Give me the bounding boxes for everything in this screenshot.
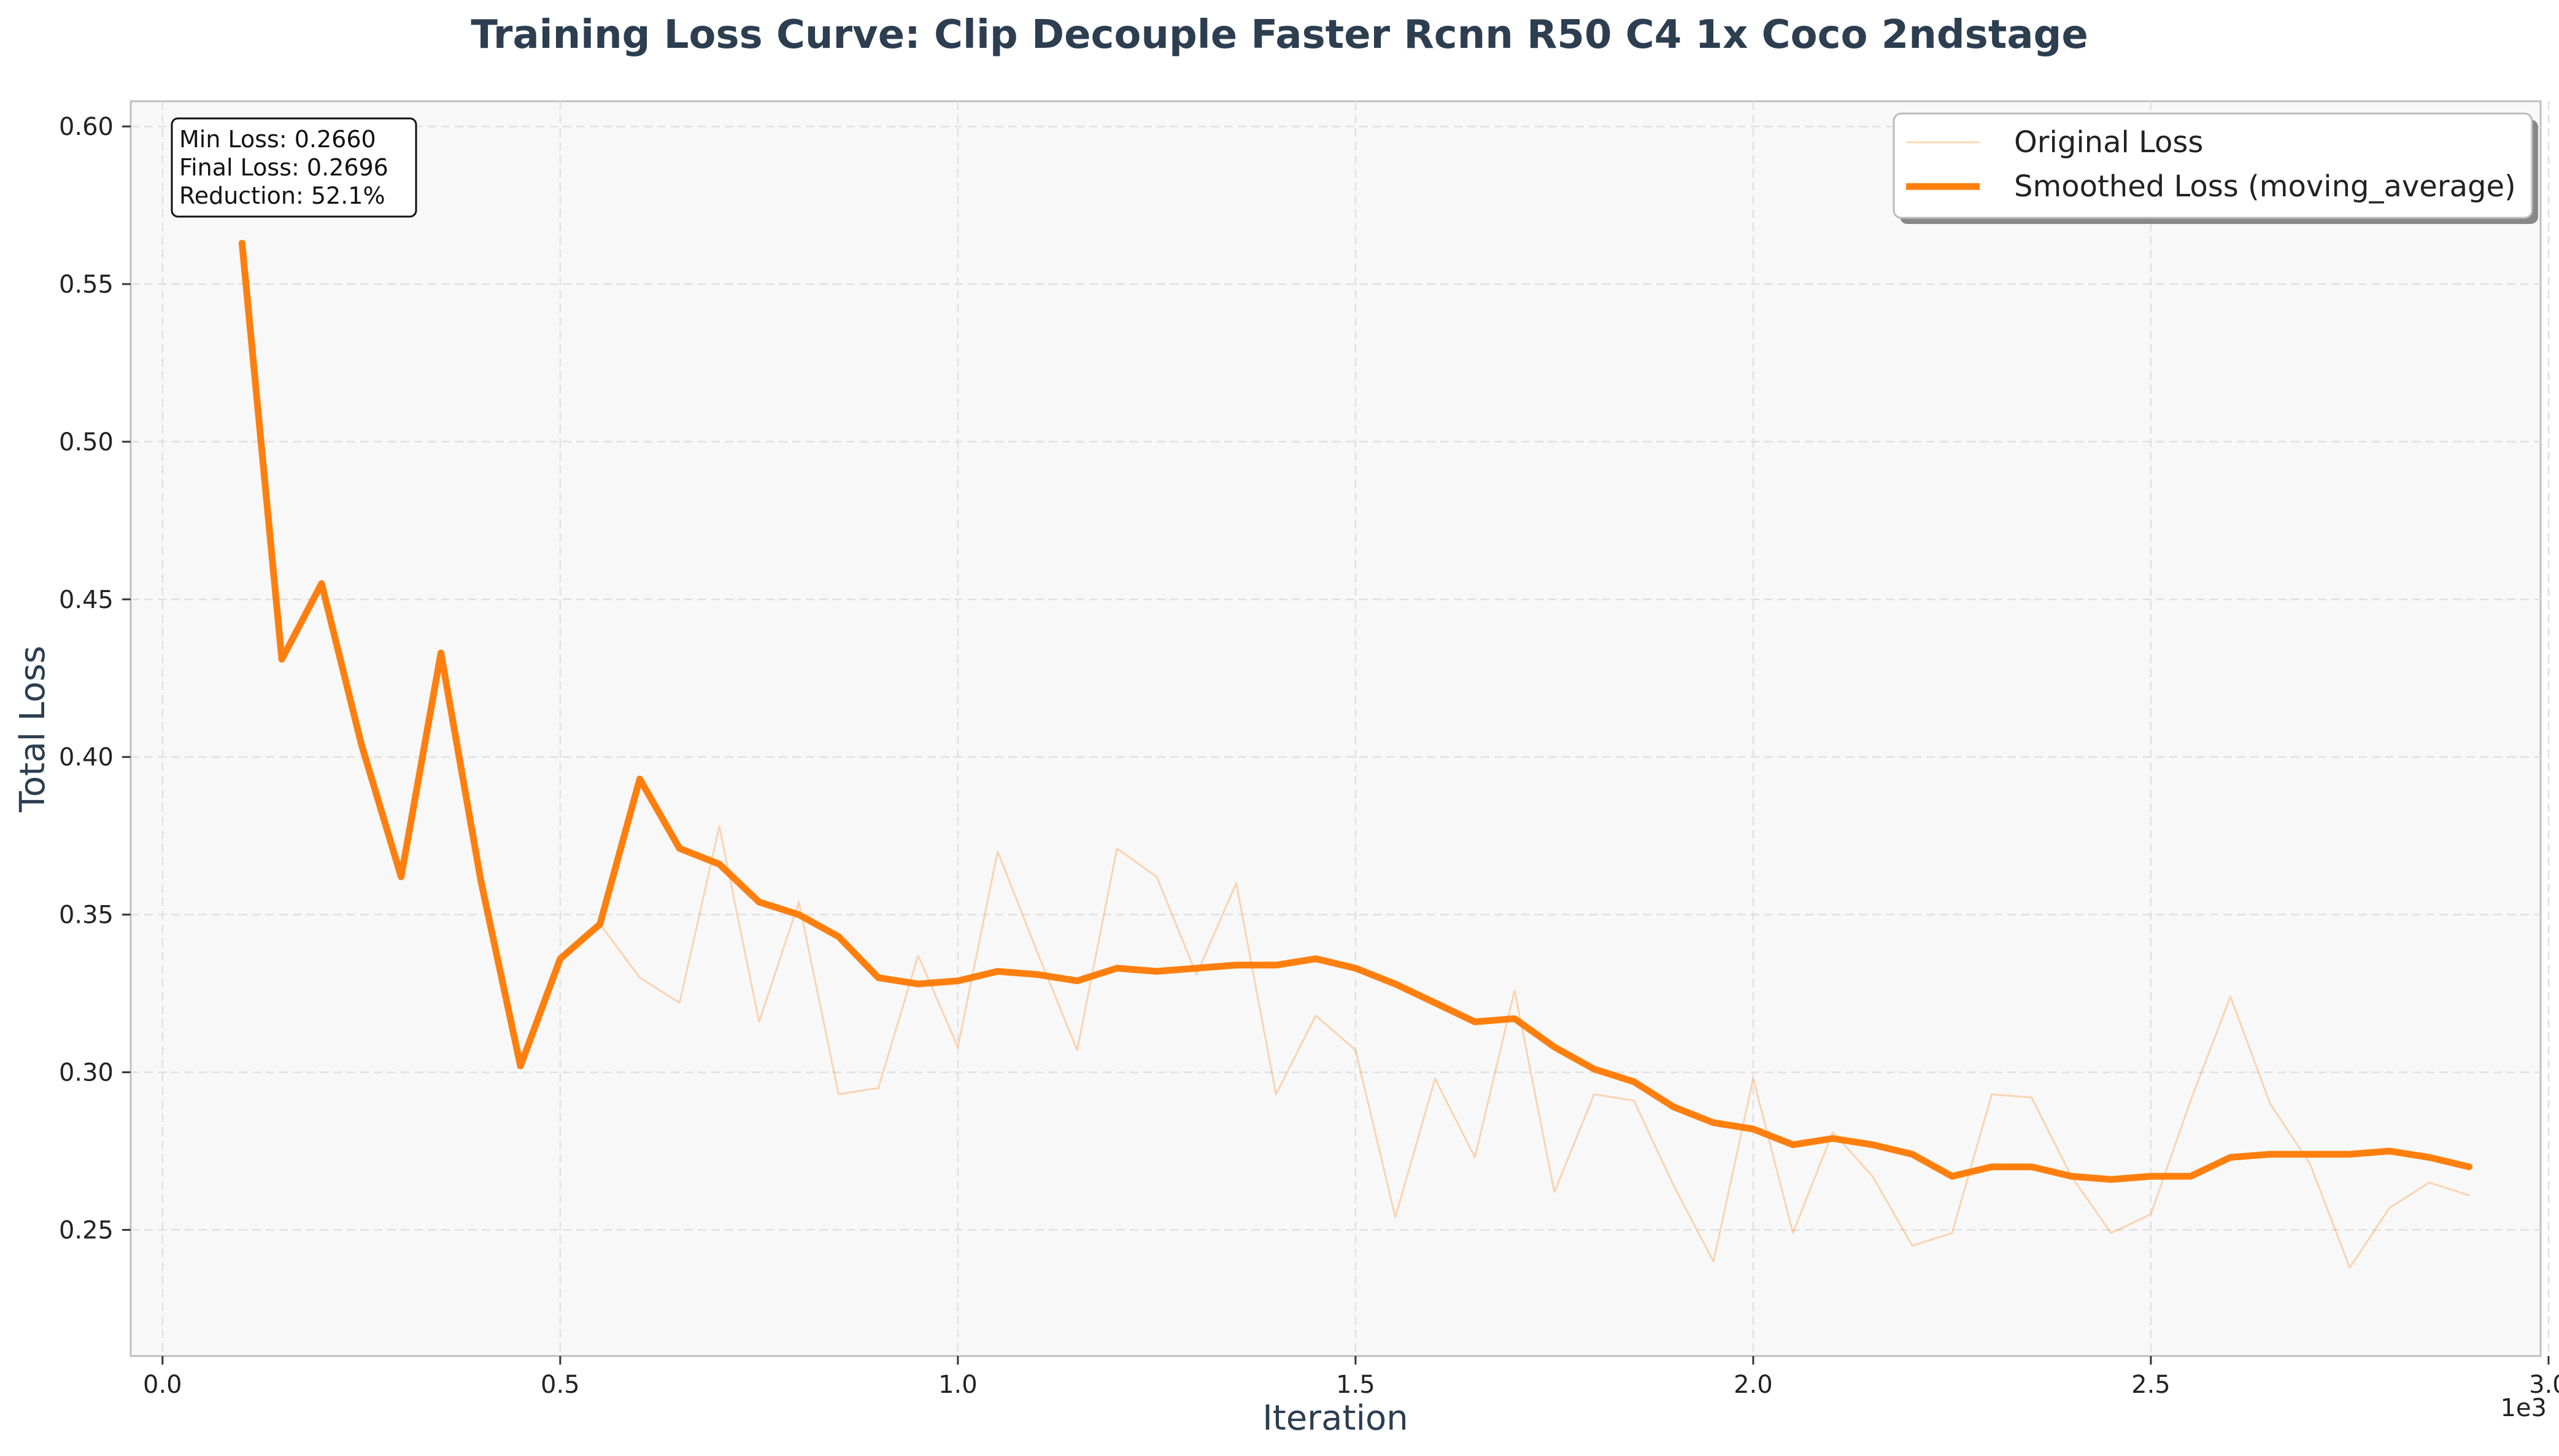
y-tick-label: 0.60 — [59, 113, 114, 141]
y-tick-label: 0.30 — [59, 1059, 114, 1087]
stats-min-loss: Min Loss: 0.2660 — [179, 126, 376, 153]
x-axis-label: Iteration — [1262, 1398, 1408, 1438]
x-tick-label: 0.5 — [541, 1371, 580, 1399]
stats-box: Min Loss: 0.2660 Final Loss: 0.2696 Redu… — [171, 117, 417, 218]
stats-reduction: Reduction: 52.1% — [179, 182, 385, 209]
y-axis-ticks: 0.25 0.30 0.35 0.40 0.45 0.50 0.55 0.60 — [59, 113, 131, 1244]
legend-frame — [1893, 112, 2533, 219]
legend: Original Loss Smoothed Loss (moving_aver… — [1893, 112, 2538, 224]
legend-label-original-loss: Original Loss — [2014, 125, 2203, 160]
y-tick-label: 0.45 — [59, 586, 114, 614]
y-tick-label: 0.40 — [59, 744, 114, 772]
series-line-smoothed-loss — [238, 239, 2472, 1183]
stats-box-frame — [171, 117, 417, 218]
x-tick-label: 1.5 — [1336, 1371, 1375, 1399]
x-tick-label: 3.0 — [2529, 1371, 2559, 1399]
x-tick-label: 1.0 — [938, 1371, 978, 1399]
x-axis-offset-label: 1e3 — [2500, 1394, 2547, 1422]
x-tick-label: 2.5 — [2131, 1371, 2171, 1399]
x-tick-label: 0.0 — [143, 1371, 182, 1399]
plot-area — [129, 100, 2542, 1357]
stats-final-loss: Final Loss: 0.2696 — [179, 154, 388, 181]
y-tick-label: 0.50 — [59, 428, 114, 456]
x-tick-label: 2.0 — [1734, 1371, 1773, 1399]
y-tick-label: 0.25 — [59, 1216, 114, 1244]
x-axis-ticks: 0.0 0.5 1.0 1.5 2.0 2.5 3.0 — [143, 1356, 2559, 1399]
chart-title: Training Loss Curve: Clip Decouple Faste… — [471, 12, 2088, 58]
y-tick-label: 0.35 — [59, 901, 114, 930]
series-line-original-loss — [241, 242, 2470, 1269]
series-layer — [238, 239, 2472, 1269]
legend-label-smoothed-loss: Smoothed Loss (moving_average) — [2014, 169, 2516, 204]
grid-lines — [131, 101, 2550, 1356]
y-axis-label: Total Loss — [13, 645, 53, 812]
y-tick-label: 0.55 — [59, 271, 114, 299]
